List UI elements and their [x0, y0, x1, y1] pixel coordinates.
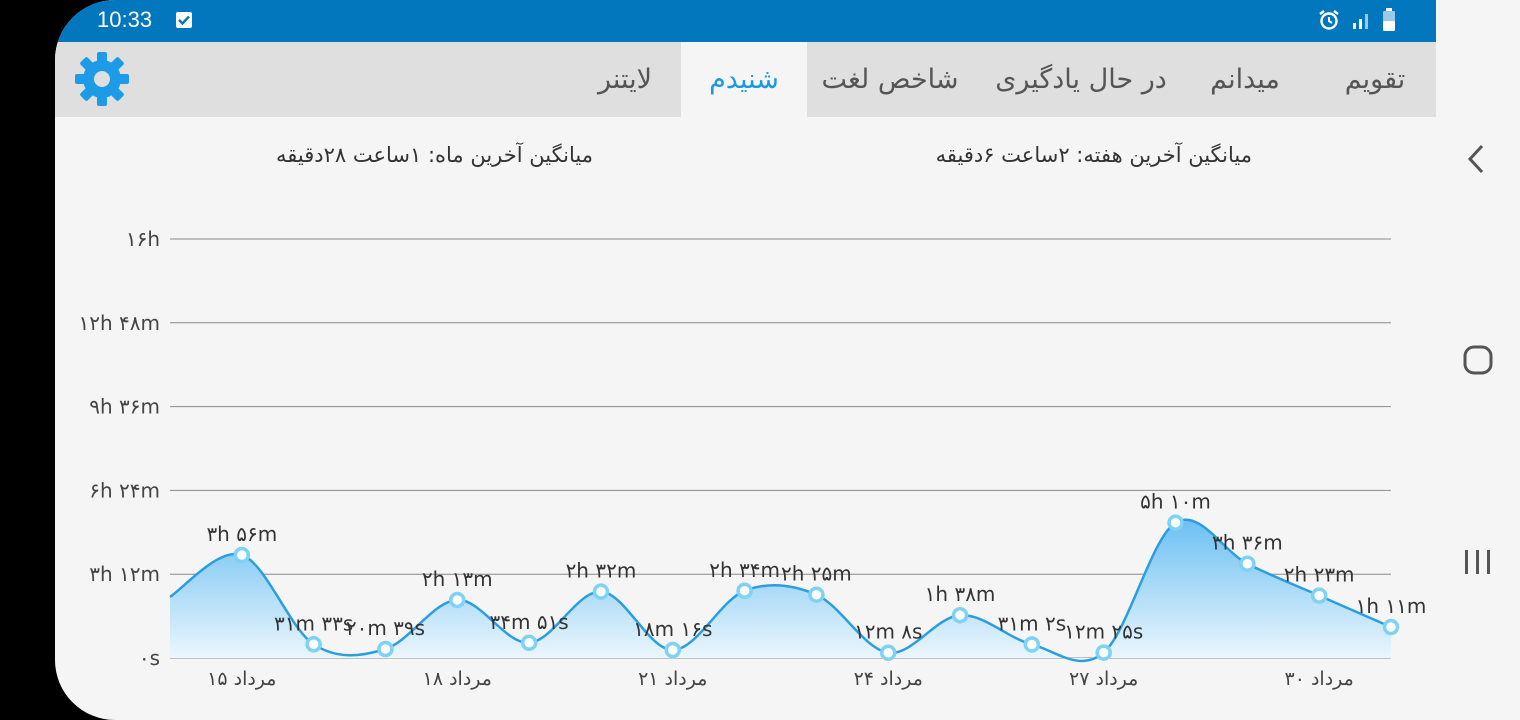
home-button[interactable]: [1456, 338, 1500, 382]
data-point[interactable]: [879, 644, 897, 661]
data-point[interactable]: [1167, 514, 1184, 531]
x-tick-label: ۳۰ مرداد: [1285, 668, 1354, 690]
signal-icon: [1350, 10, 1372, 34]
tab-learning[interactable]: در حال یادگیری: [995, 64, 1167, 95]
y-tick-label: ۱۲h ۴۸m: [79, 311, 160, 335]
data-point[interactable]: [377, 640, 394, 658]
data-point[interactable]: [1023, 636, 1041, 653]
data-point[interactable]: [664, 641, 682, 659]
data-point[interactable]: [1382, 618, 1400, 636]
x-tick-label: ۱۸ مرداد: [423, 668, 492, 690]
chart-area: [170, 519, 1391, 661]
gear-icon: [75, 52, 129, 106]
listening-time-chart: ۰s ۳h ۱۲m ۶h ۲۴m ۹h ۳۶m ۱۲h ۴۸m ۱۶h ۱۵ مرداد ۱۸…: [79, 227, 1427, 690]
y-tick-label: ۳h ۱۲m: [89, 562, 160, 586]
data-label: ۲h ۳۲m: [566, 559, 637, 583]
week-average: میانگین آخرین هفته: ۲ساعت ۶دقیقه: [935, 143, 1252, 167]
data-point[interactable]: [449, 591, 466, 609]
chevron-left-icon: [1467, 144, 1484, 174]
data-point[interactable]: [592, 583, 610, 600]
data-point[interactable]: [233, 546, 251, 564]
data-label: ۲۰m ۳۹s: [346, 616, 425, 640]
data-label: ۲h ۱۳m: [422, 567, 493, 591]
x-tick-label: ۱۵ مرداد: [207, 668, 276, 690]
data-label: ۳h ۵۶m: [206, 522, 277, 546]
home-icon: [1463, 345, 1493, 375]
data-label: ۳۱m ۳۳s: [274, 611, 353, 635]
y-tick-label: ۶h ۲۴m: [89, 478, 160, 502]
navigation-bar: [1436, 0, 1520, 720]
data-label: ۱h ۳۸m: [925, 582, 996, 606]
battery-icon: [1382, 8, 1396, 36]
tab-known[interactable]: میدانم: [1210, 64, 1280, 95]
data-label: ۳۴m ۵۱s: [490, 610, 569, 634]
tab-word-index[interactable]: شاخص لغت: [821, 64, 959, 95]
data-label: ۵h ۱۰m: [1140, 490, 1211, 514]
tab-leitner[interactable]: لایتنر: [597, 64, 653, 95]
data-point[interactable]: [951, 606, 969, 624]
month-average: میانگین آخرین ماه: ۱ساعت ۲۸دقیقه: [275, 143, 593, 167]
data-point[interactable]: [520, 634, 538, 652]
recents-icon: [1465, 550, 1490, 574]
tab-bar: لایتنر شنیدم شاخص لغت در حال یادگیری مید…: [55, 42, 1436, 117]
x-tick-label: ۲۱ مرداد: [638, 668, 707, 690]
recents-button[interactable]: [1456, 540, 1500, 584]
y-tick-label: ۱۶h: [126, 227, 160, 251]
notification-check-icon: [176, 12, 192, 28]
data-label: ۲h ۳۴m: [709, 558, 780, 582]
x-tick-label: ۲۷ مرداد: [1069, 668, 1138, 690]
y-tick-label: ۰s: [139, 646, 160, 670]
settings-button[interactable]: [73, 50, 131, 108]
status-time: 10:33: [97, 7, 153, 32]
data-point[interactable]: [1310, 587, 1328, 604]
data-point[interactable]: [808, 586, 825, 603]
data-label: ۱۲m ۲۵s: [1064, 620, 1143, 644]
alarm-icon: [1318, 9, 1340, 35]
data-point[interactable]: [305, 636, 322, 653]
data-label: ۳h ۳۶m: [1212, 531, 1283, 555]
x-tick-label: ۲۴ مرداد: [854, 668, 923, 690]
app-screen: 10:33 لایتنر شنیدم شاخص لغت در حال یادگی…: [55, 0, 1436, 720]
back-button[interactable]: [1456, 138, 1500, 182]
tab-calendar[interactable]: تقویم: [1344, 64, 1406, 95]
y-tick-label: ۹h ۳۶m: [89, 395, 160, 419]
tab-heard[interactable]: شنیدم: [681, 42, 807, 117]
data-label: ۱h ۱۱m: [1356, 594, 1427, 618]
data-point[interactable]: [736, 582, 753, 600]
data-label: ۱۲m ۸s: [854, 620, 923, 644]
data-label: ۲h ۲۵m: [781, 562, 852, 586]
data-point[interactable]: [1239, 555, 1256, 572]
data-point[interactable]: [1095, 644, 1112, 661]
data-label: ۱۸m ۱۶s: [633, 617, 712, 641]
data-label: ۳۱m ۲s: [998, 611, 1067, 635]
status-bar: 10:33: [55, 0, 1436, 42]
data-label: ۲h ۲۳m: [1284, 563, 1355, 587]
